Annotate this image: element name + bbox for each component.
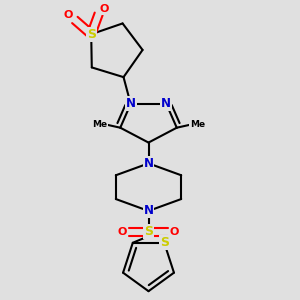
- Text: N: N: [143, 157, 154, 170]
- Text: O: O: [99, 4, 109, 14]
- Text: Me: Me: [92, 120, 107, 129]
- Text: O: O: [118, 227, 127, 237]
- Text: N: N: [161, 98, 171, 110]
- Text: O: O: [64, 10, 73, 20]
- Text: O: O: [170, 227, 179, 237]
- Text: N: N: [143, 204, 154, 218]
- Text: N: N: [126, 98, 136, 110]
- Text: S: S: [160, 236, 169, 249]
- Text: S: S: [144, 225, 153, 238]
- Text: S: S: [87, 28, 96, 41]
- Text: Me: Me: [190, 120, 205, 129]
